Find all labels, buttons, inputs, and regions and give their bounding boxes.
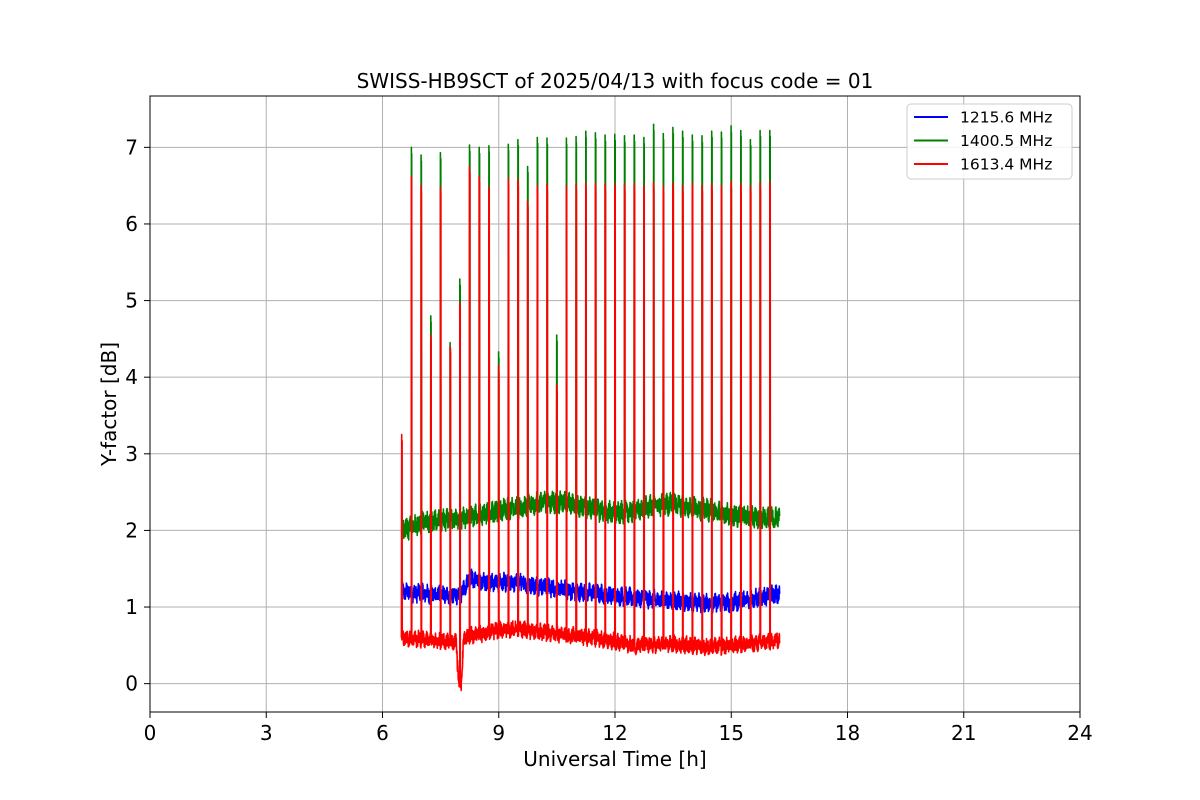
- legend-label: 1215.6 MHz: [960, 109, 1052, 127]
- y-tick-label: 6: [125, 212, 138, 236]
- y-axis-label: Y-factor [dB]: [97, 342, 121, 467]
- x-tick-label: 6: [376, 721, 389, 745]
- x-tick-label: 18: [835, 721, 860, 745]
- y-tick-label: 2: [125, 518, 138, 542]
- y-tick-label: 1: [125, 595, 138, 619]
- x-tick-label: 9: [492, 721, 505, 745]
- x-tick-label: 15: [719, 721, 744, 745]
- x-tick-label: 12: [602, 721, 627, 745]
- x-axis-ticks: 0 3 6 9 12 15 18 21 24: [144, 712, 1093, 745]
- series-layer: [400, 123, 781, 692]
- legend-label: 1400.5 MHz: [960, 132, 1052, 150]
- x-tick-label: 3: [260, 721, 273, 745]
- series-line: [400, 123, 781, 541]
- x-tick-label: 21: [951, 721, 976, 745]
- y-axis-ticks: 0 1 2 3 4 5 6 7: [125, 135, 150, 696]
- legend: 1215.6 MHz 1400.5 MHz 1613.4 MHz: [906, 103, 1073, 180]
- x-axis-label: Universal Time [h]: [523, 747, 706, 771]
- y-tick-label: 3: [125, 442, 138, 466]
- series-line: [400, 165, 781, 692]
- series-line: [401, 568, 781, 614]
- y-tick-label: 0: [125, 672, 138, 696]
- x-tick-label: 24: [1067, 721, 1092, 745]
- y-tick-label: 7: [125, 135, 138, 159]
- x-tick-label: 0: [144, 721, 157, 745]
- legend-box: [906, 103, 1073, 180]
- y-tick-label: 4: [125, 365, 138, 389]
- chart-title: SWISS-HB9SCT of 2025/04/13 with focus co…: [357, 69, 874, 93]
- legend-label: 1613.4 MHz: [960, 156, 1052, 174]
- y-tick-label: 5: [125, 289, 138, 313]
